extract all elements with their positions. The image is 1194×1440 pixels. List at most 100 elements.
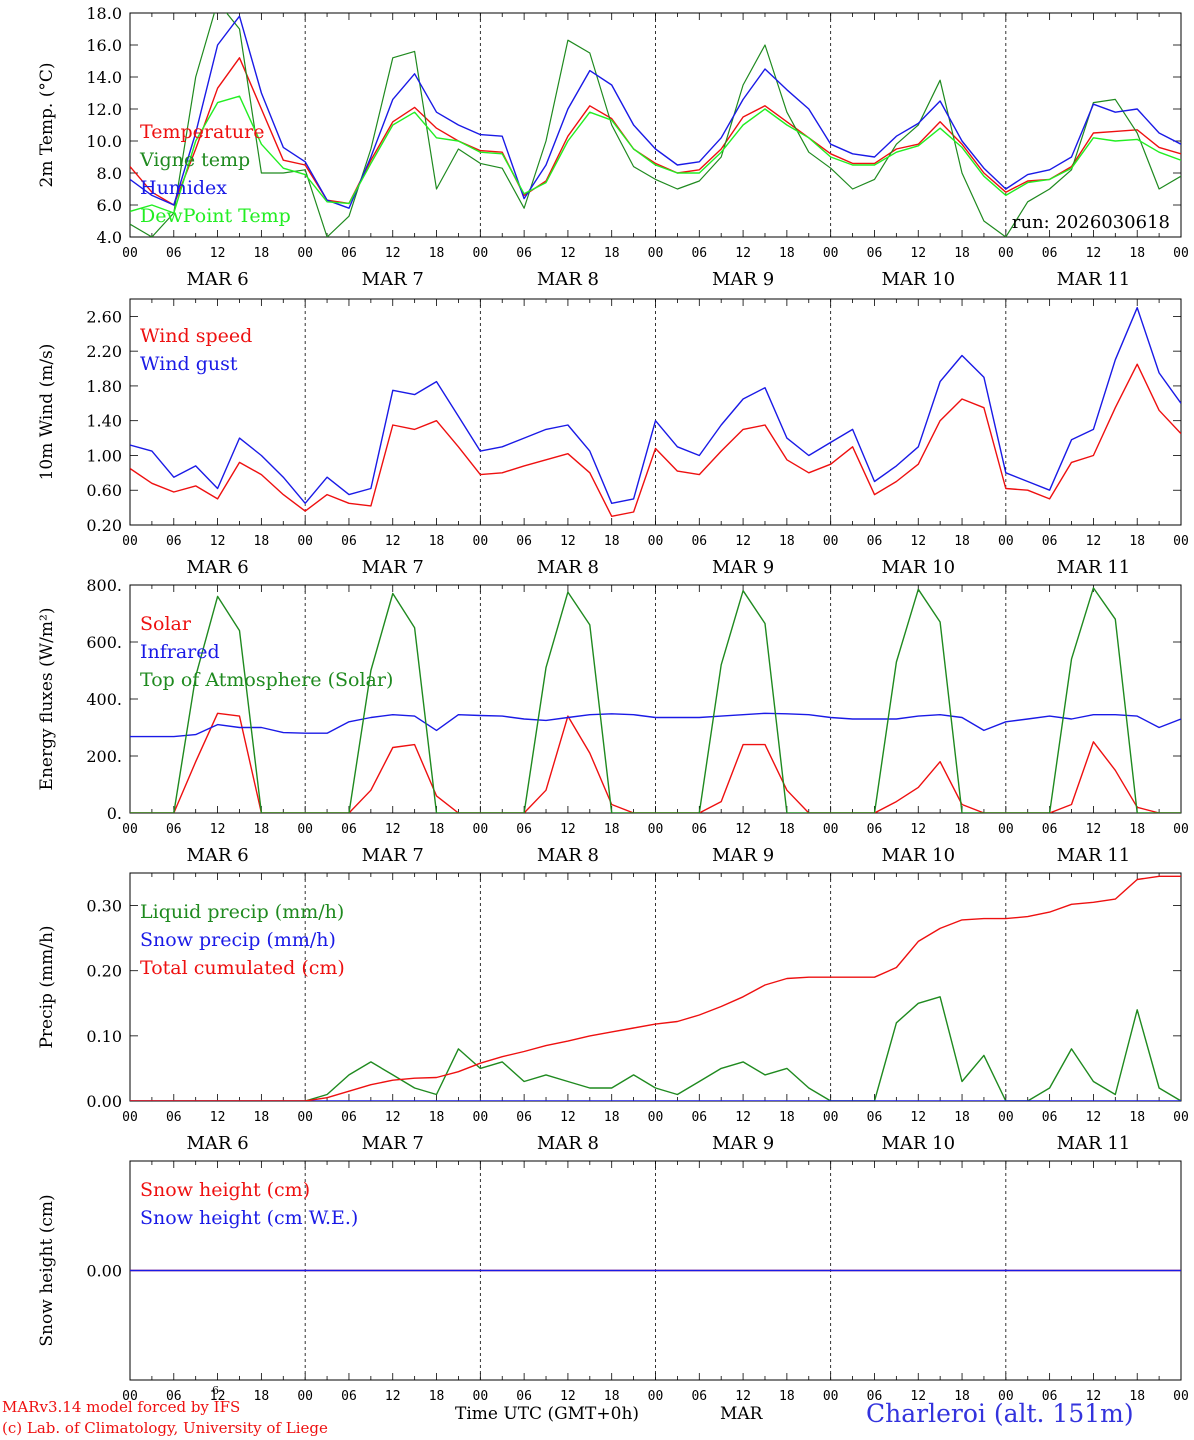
hour-tick-label: 18 bbox=[604, 1389, 620, 1404]
hour-tick-label: 06 bbox=[166, 822, 182, 837]
hour-tick-label: 06 bbox=[691, 1389, 707, 1404]
y-tick-label: 0.00 bbox=[86, 1092, 122, 1111]
day-label: MAR 8 bbox=[537, 845, 599, 866]
hour-tick-label: 06 bbox=[166, 534, 182, 549]
hour-tick-label: 18 bbox=[1129, 534, 1145, 549]
hour-tick-label: 12 bbox=[560, 822, 576, 837]
hour-tick-label: 06 bbox=[341, 246, 357, 261]
hour-tick-label: 06 bbox=[691, 246, 707, 261]
hour-tick-label: 12 bbox=[735, 822, 751, 837]
hour-tick-label: 00 bbox=[823, 822, 839, 837]
y-tick-label: 2.60 bbox=[86, 307, 122, 326]
y-tick-label: 14.0 bbox=[86, 68, 122, 87]
hour-tick-label: 18 bbox=[429, 1110, 445, 1125]
y-tick-label: 0.20 bbox=[86, 516, 122, 535]
y-tick-label: 8.0 bbox=[97, 164, 122, 183]
credit-line: (c) Lab. of Climatology, University of L… bbox=[2, 1419, 328, 1437]
hour-tick-label: 18 bbox=[254, 1110, 270, 1125]
y-tick-label: 16.0 bbox=[86, 36, 122, 55]
y-axis-label: Snow height (cm) bbox=[37, 1194, 57, 1346]
hour-tick-label: 12 bbox=[560, 246, 576, 261]
hour-tick-label: 06 bbox=[691, 822, 707, 837]
hour-tick-label: 18 bbox=[779, 246, 795, 261]
series-wind-speed bbox=[130, 363, 1181, 517]
hour-tick-label: 06 bbox=[867, 822, 883, 837]
day-label: MAR 11 bbox=[1057, 1133, 1131, 1154]
lab-credit: (c) Lab. of Climatology, University of L… bbox=[2, 1419, 328, 1437]
y-tick-label: 12.0 bbox=[86, 100, 122, 119]
day-label: MAR 9 bbox=[712, 269, 774, 290]
y-tick-label: 0.10 bbox=[86, 1027, 122, 1046]
hour-tick-label: 12 bbox=[1086, 822, 1102, 837]
hour-tick-label: 12 bbox=[210, 1389, 226, 1404]
hour-tick-label: 06 bbox=[341, 1110, 357, 1125]
hour-tick-label: 06 bbox=[516, 246, 532, 261]
hour-tick-label: 18 bbox=[429, 822, 445, 837]
hour-tick-label: 00 bbox=[648, 246, 664, 261]
hour-tick-label: 00 bbox=[998, 1110, 1014, 1125]
hour-tick-label: 06 bbox=[341, 1389, 357, 1404]
hour-tick-label: 00 bbox=[297, 534, 313, 549]
y-tick-label: 1.40 bbox=[86, 412, 122, 431]
model-superscript-text: 6 bbox=[212, 1384, 219, 1397]
hour-tick-label: 00 bbox=[122, 246, 138, 261]
hour-tick-label: 12 bbox=[385, 1110, 401, 1125]
hour-tick-label: 06 bbox=[341, 534, 357, 549]
hour-tick-label: 18 bbox=[779, 1110, 795, 1125]
y-tick-label: 6.0 bbox=[97, 196, 122, 215]
month-label: MAR bbox=[720, 1404, 762, 1424]
hour-tick-label: 06 bbox=[166, 1389, 182, 1404]
hour-tick-label: 00 bbox=[823, 1110, 839, 1125]
legend-entry: Temperature bbox=[140, 121, 264, 143]
hour-tick-label: 18 bbox=[779, 1389, 795, 1404]
hour-tick-label: 12 bbox=[910, 1389, 926, 1404]
hour-tick-label: 18 bbox=[1129, 246, 1145, 261]
hour-tick-label: 12 bbox=[210, 822, 226, 837]
legend-entry: Infrared bbox=[140, 641, 220, 663]
day-label: MAR 7 bbox=[362, 269, 424, 290]
y-axis-label: Precip (mm/h) bbox=[37, 925, 57, 1048]
hour-tick-label: 12 bbox=[560, 534, 576, 549]
hour-tick-label: 18 bbox=[254, 246, 270, 261]
hour-tick-label: 06 bbox=[1042, 1110, 1058, 1125]
hour-tick-label: 06 bbox=[1042, 822, 1058, 837]
y-tick-label: 1.80 bbox=[86, 377, 122, 396]
y-tick-label: 200. bbox=[86, 747, 122, 766]
y-tick-label: 0.00 bbox=[86, 1262, 122, 1281]
day-label: MAR 10 bbox=[881, 557, 955, 578]
hour-tick-label: 06 bbox=[1042, 1389, 1058, 1404]
panel-5: 0.00 Snow height (cm) 00 06 12 18 00 06 12 18 00 06… bbox=[37, 1160, 1189, 1404]
hour-tick-label: 12 bbox=[735, 1110, 751, 1125]
hour-tick-label: 18 bbox=[254, 822, 270, 837]
hour-tick-label: 00 bbox=[297, 822, 313, 837]
hour-tick-label: 12 bbox=[735, 246, 751, 261]
legend-entry: Wind gust bbox=[140, 353, 238, 375]
hour-tick-label: 06 bbox=[691, 1110, 707, 1125]
y-tick-label: 1.00 bbox=[86, 446, 122, 465]
hour-tick-label: 18 bbox=[254, 534, 270, 549]
hour-tick-label: 12 bbox=[910, 246, 926, 261]
hour-tick-label: 06 bbox=[867, 1389, 883, 1404]
day-label: MAR 9 bbox=[712, 1133, 774, 1154]
hour-tick-label: 00 bbox=[1173, 534, 1189, 549]
hour-tick-label: 12 bbox=[1086, 246, 1102, 261]
hour-tick-label: 00 bbox=[473, 1110, 489, 1125]
day-label: MAR 6 bbox=[187, 269, 249, 290]
hour-tick-label: 18 bbox=[604, 534, 620, 549]
hour-tick-label: 18 bbox=[429, 1389, 445, 1404]
station-label: Charleroi (alt. 151m) bbox=[866, 1399, 1134, 1428]
hour-tick-label: 12 bbox=[1086, 534, 1102, 549]
series-dewpoint-temp bbox=[130, 95, 1181, 214]
y-tick-label: 600. bbox=[86, 633, 122, 652]
month-label-text: MAR bbox=[720, 1404, 763, 1424]
hour-tick-label: 00 bbox=[122, 1110, 138, 1125]
panel-2: 0.20 0.60 1.00 1.40 1.80 2.20 2.60 10m Wind (m/… bbox=[37, 298, 1189, 578]
hour-tick-label: 00 bbox=[998, 822, 1014, 837]
hour-tick-label: 06 bbox=[166, 1110, 182, 1125]
y-tick-label: 0.30 bbox=[86, 897, 122, 916]
series-group bbox=[130, 875, 1181, 1101]
model-superscript: 6 bbox=[212, 1384, 219, 1397]
hour-tick-label: 00 bbox=[1173, 1110, 1189, 1125]
series-humidex bbox=[130, 15, 1181, 209]
